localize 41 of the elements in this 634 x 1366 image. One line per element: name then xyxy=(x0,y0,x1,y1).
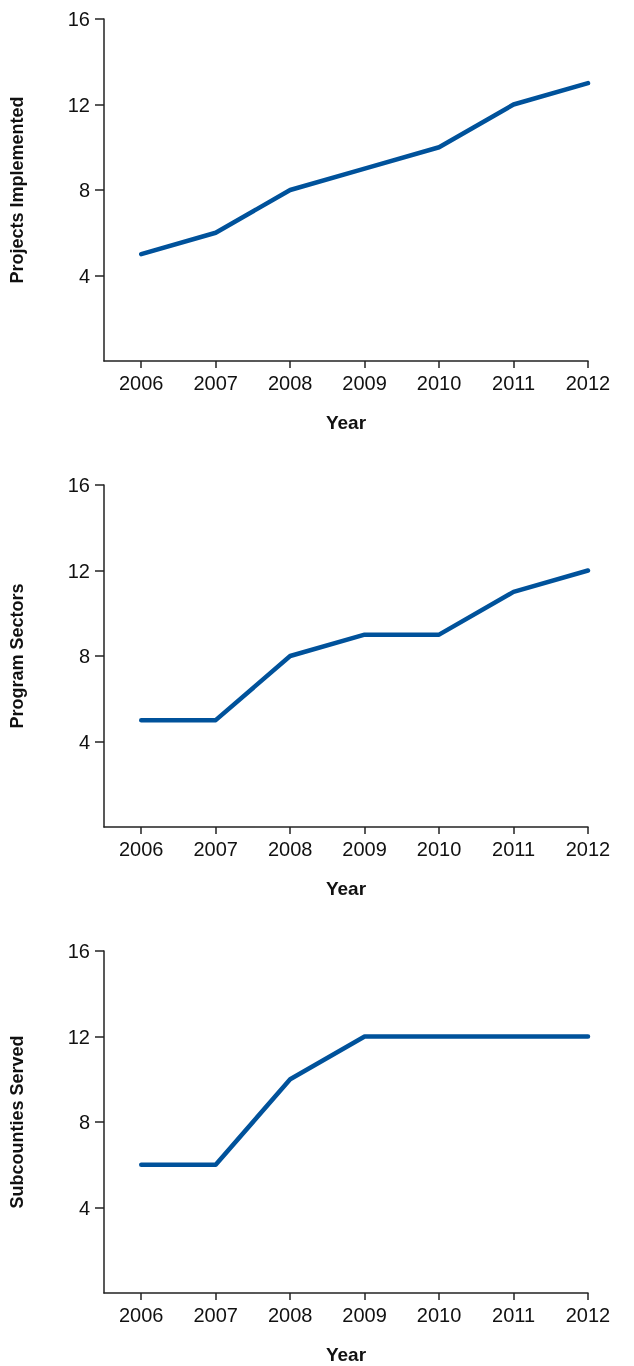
x-tick-label: 2007 xyxy=(193,1304,238,1326)
x-tick-label: 2012 xyxy=(565,372,611,394)
x-tick-label: 2006 xyxy=(118,1304,164,1326)
x-tick-label: 2008 xyxy=(267,838,313,860)
y-tick-label: 8 xyxy=(78,1111,90,1133)
x-tick-label: 2007 xyxy=(193,838,238,860)
x-tick-label: 2009 xyxy=(342,838,387,860)
x-tick-label: 2012 xyxy=(565,1304,611,1326)
y-tick-label: 16 xyxy=(67,940,90,962)
x-tick-label: 2011 xyxy=(492,372,536,394)
x-tick-label: 2009 xyxy=(342,372,387,394)
y-tick-label: 4 xyxy=(78,264,90,287)
x-axis-title: Year xyxy=(325,1344,367,1365)
y-axis-title: Program Sectors xyxy=(7,583,27,729)
y-tick-label: 8 xyxy=(78,645,90,667)
x-tick-label: 2009 xyxy=(342,1304,387,1326)
x-tick-label: 2011 xyxy=(492,1304,536,1326)
x-tick-label: 2008 xyxy=(267,372,313,394)
x-axis-title: Year xyxy=(325,878,367,899)
y-tick-label: 12 xyxy=(67,93,90,116)
y-axis-title: Subcounties Served xyxy=(7,1035,27,1209)
x-tick-label: 2010 xyxy=(416,372,462,394)
x-tick-label: 2007 xyxy=(193,372,238,394)
x-tick-label: 2006 xyxy=(118,838,164,860)
y-tick-label: 16 xyxy=(67,474,90,496)
y-axis-title: Projects Implemented xyxy=(7,96,27,284)
y-tick-label: 12 xyxy=(67,1025,90,1048)
x-tick-label: 2008 xyxy=(267,1304,313,1326)
x-tick-label: 2011 xyxy=(492,838,536,860)
y-tick-label: 4 xyxy=(78,730,90,753)
x-tick-label: 2012 xyxy=(565,838,611,860)
y-tick-label: 8 xyxy=(78,179,90,201)
x-axis-title: Year xyxy=(325,412,367,433)
x-tick-label: 2010 xyxy=(416,838,462,860)
y-tick-label: 4 xyxy=(78,1196,90,1219)
x-tick-label: 2010 xyxy=(416,1304,462,1326)
line-series xyxy=(138,568,591,723)
x-tick-label: 2006 xyxy=(118,372,164,394)
y-tick-label: 12 xyxy=(67,559,90,582)
line-series xyxy=(138,80,591,257)
y-tick-label: 16 xyxy=(67,8,90,30)
